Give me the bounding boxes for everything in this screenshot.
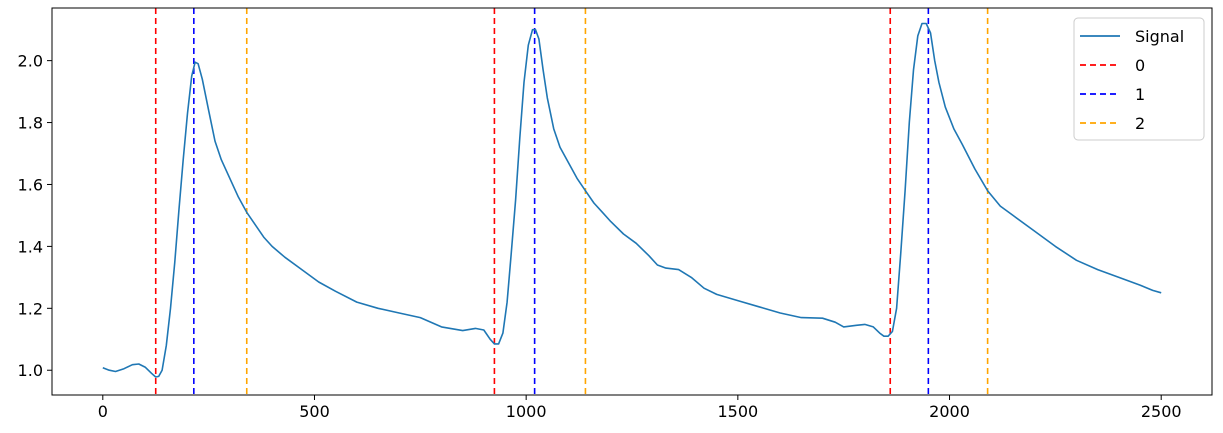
- legend-label: 0: [1135, 56, 1145, 75]
- legend-box: [1073, 17, 1205, 141]
- y-tick-label: 1.6: [18, 175, 43, 194]
- y-axis: 1.0 1.2 1.4 1.6 1.8 2.0: [18, 52, 52, 380]
- plot-area: [102, 8, 1162, 395]
- x-tick-label: 2500: [1141, 402, 1182, 421]
- x-tick-label: 0: [98, 402, 108, 421]
- y-tick-label: 1.8: [18, 114, 43, 133]
- y-tick-label: 1.0: [18, 361, 43, 380]
- x-tick-label: 1500: [717, 402, 758, 421]
- x-tick-label: 2000: [929, 402, 970, 421]
- legend-label: 1: [1135, 85, 1145, 104]
- series-line-signal: [102, 22, 1162, 378]
- x-tick-label: 1000: [506, 402, 547, 421]
- legend-label: 2: [1135, 114, 1145, 133]
- legend: Signal 0 1 2: [1073, 17, 1205, 141]
- y-tick-label: 2.0: [18, 52, 43, 71]
- x-tick-label: 500: [299, 402, 330, 421]
- y-tick-label: 1.4: [18, 237, 43, 256]
- axes-frame: [51, 7, 1213, 396]
- y-tick-label: 1.2: [18, 299, 43, 318]
- legend-label: Signal: [1135, 27, 1184, 46]
- x-axis: 0 500 1000 1500 2000 2500: [98, 395, 1182, 421]
